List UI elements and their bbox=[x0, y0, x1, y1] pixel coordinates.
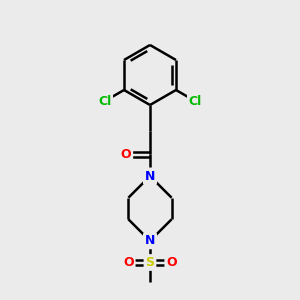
Text: N: N bbox=[145, 169, 155, 183]
Text: O: O bbox=[121, 148, 131, 161]
Text: S: S bbox=[146, 256, 154, 269]
Text: Cl: Cl bbox=[189, 95, 202, 108]
Text: O: O bbox=[166, 256, 177, 269]
Text: O: O bbox=[123, 256, 134, 269]
Text: N: N bbox=[145, 234, 155, 248]
Text: N: N bbox=[145, 169, 155, 183]
Text: Cl: Cl bbox=[98, 95, 111, 108]
